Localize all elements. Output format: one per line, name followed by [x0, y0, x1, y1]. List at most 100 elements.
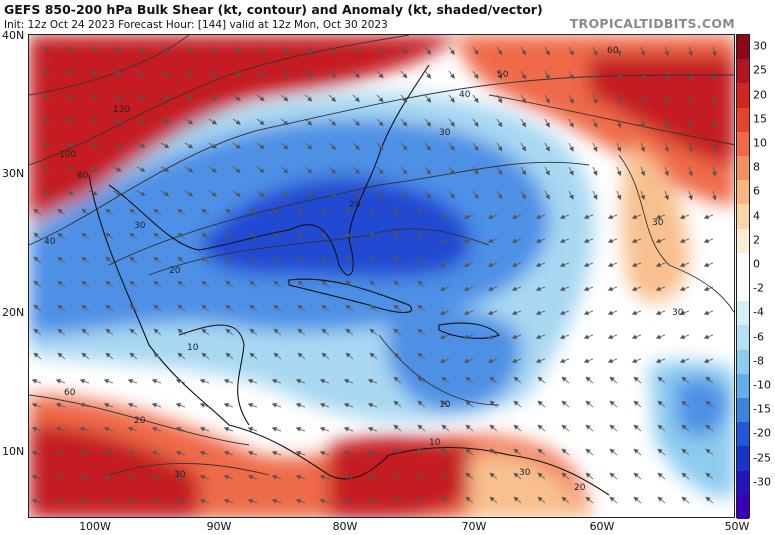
wind-vector — [304, 46, 313, 54]
wind-vector — [273, 232, 282, 240]
wind-vector — [160, 118, 170, 125]
wind-vector — [369, 208, 378, 216]
wind-vector — [511, 238, 522, 243]
lon-label-80w: 80W — [332, 520, 358, 533]
wind-vector — [352, 46, 360, 55]
wind-vector — [345, 304, 354, 312]
wind-vector — [544, 94, 550, 104]
wind-vector — [31, 475, 42, 480]
wind-vector — [465, 376, 474, 384]
wind-vector — [520, 166, 527, 176]
wind-vector — [664, 94, 669, 105]
wind-vector — [199, 427, 210, 432]
contour-label: 30 — [652, 218, 664, 228]
wind-vector — [247, 379, 258, 384]
wind-vector — [105, 280, 114, 288]
wind-vector — [33, 208, 42, 216]
wind-vector — [295, 403, 306, 408]
us-gulf-coast — [108, 64, 430, 276]
contour-label: 30 — [174, 470, 186, 480]
wind-vector — [223, 475, 234, 480]
wind-vector — [393, 472, 402, 480]
contour-line — [618, 154, 734, 313]
colorbar-segment — [737, 107, 749, 133]
wind-vector — [393, 232, 402, 240]
wind-vector — [417, 448, 426, 456]
wind-vector — [345, 256, 354, 264]
contour-label-group: 130 100 80 60 50 40 40 30 30 30 30 20 20… — [44, 46, 684, 493]
wind-vector — [40, 166, 51, 172]
wind-vector — [535, 286, 546, 291]
wind-vector — [367, 475, 378, 480]
wind-vector — [424, 190, 432, 199]
wind-vector — [592, 190, 598, 200]
wind-vector — [463, 214, 474, 219]
wind-vector — [249, 352, 258, 360]
wind-vector — [79, 451, 90, 456]
wind-vector — [535, 310, 546, 315]
wind-vector — [607, 358, 618, 363]
wind-vector — [448, 46, 455, 55]
wind-vector — [199, 379, 210, 384]
contour-label: 20 — [134, 416, 146, 426]
wind-vector — [513, 376, 522, 384]
wind-vector — [568, 142, 574, 152]
wind-vector — [655, 238, 666, 243]
wind-vector — [496, 46, 503, 56]
wind-vector — [343, 403, 354, 408]
wind-vector — [184, 118, 194, 125]
contour-label: 10 — [429, 438, 441, 448]
wind-vector — [417, 352, 426, 360]
wind-vector — [280, 166, 289, 174]
colorbar-segment — [737, 59, 749, 84]
wind-vector — [463, 238, 474, 243]
wind-vector — [679, 358, 690, 363]
colorbar-tick-label: 6 — [753, 184, 760, 198]
wind-vector — [319, 475, 330, 480]
wind-vector — [559, 310, 570, 315]
wind-vector — [424, 70, 432, 79]
wind-vector — [105, 232, 114, 240]
wind-vector — [297, 256, 306, 264]
wind-vector — [247, 403, 258, 408]
wind-vector — [393, 304, 402, 312]
colorbar-tick-label: -25 — [753, 451, 771, 464]
wind-vector — [472, 190, 479, 200]
contour-line — [29, 394, 250, 446]
wind-vector — [655, 286, 666, 291]
wind-vector — [633, 376, 642, 384]
central-america-coast — [228, 424, 390, 480]
contour-label: 60 — [607, 46, 619, 56]
wind-vector — [535, 334, 546, 339]
colorbar-segment — [737, 373, 749, 399]
wind-vector — [343, 475, 354, 480]
wind-vector — [424, 46, 432, 55]
wind-vector — [369, 304, 378, 312]
wind-vector — [319, 451, 330, 456]
wind-vector — [583, 214, 594, 219]
wind-vector — [319, 403, 330, 408]
wind-vector — [393, 400, 402, 408]
wind-vector — [496, 190, 503, 200]
wind-vector — [271, 403, 282, 408]
wind-vector — [561, 376, 570, 384]
colorbar-tick-label: -2 — [753, 281, 764, 295]
wind-vector — [705, 424, 714, 432]
wind-vector — [57, 328, 66, 336]
wind-vector — [441, 448, 450, 456]
wind-vector — [208, 70, 218, 77]
wind-vector — [129, 328, 138, 336]
wind-vector — [655, 262, 666, 267]
wind-vector — [583, 238, 594, 243]
wind-vector — [472, 94, 479, 104]
wind-vector — [352, 118, 360, 127]
wind-vector — [88, 46, 98, 52]
wind-vector — [208, 166, 218, 173]
wind-vector — [33, 256, 42, 264]
colorbar-segment — [737, 422, 749, 447]
contour-line — [108, 463, 270, 476]
wind-vector — [184, 166, 194, 173]
colorbar-segment — [737, 349, 749, 375]
wind-vector — [247, 499, 258, 504]
wind-vector — [712, 190, 717, 201]
